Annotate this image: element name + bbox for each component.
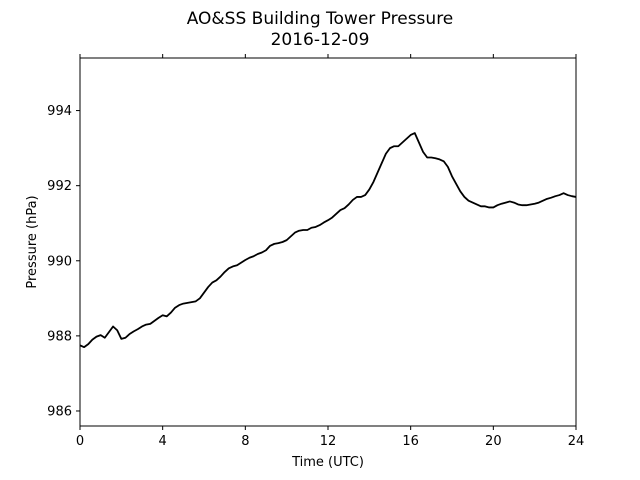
y-tick-label: 988 [47,329,72,344]
chart-subtitle: 2016-12-09 [271,30,370,50]
ticks-layer: 0 4 8 12 16 20 24 986 988 990 992 994 [47,54,584,449]
x-axis-label: Time (UTC) [291,455,364,470]
series-layer [79,132,577,349]
x-tick-label: 20 [485,434,502,449]
y-axis-label: Pressure (hPa) [25,195,40,288]
series-line-0 [79,132,577,349]
y-tick-label: 994 [47,104,72,119]
plot-area: 0 4 8 12 16 20 24 986 988 990 992 994 [47,54,584,449]
x-tick-label: 4 [159,434,167,449]
y-tick-label: 992 [47,179,72,194]
x-tick-label: 12 [320,434,337,449]
x-tick-label: 0 [76,434,84,449]
x-tick-label: 16 [402,434,419,449]
chart-title: AO&SS Building Tower Pressure [187,9,454,29]
x-tick-label: 24 [568,434,585,449]
y-tick-label: 986 [47,404,72,419]
y-tick-label: 990 [47,254,72,269]
x-tick-label: 8 [241,434,249,449]
plot-frame [79,57,577,427]
